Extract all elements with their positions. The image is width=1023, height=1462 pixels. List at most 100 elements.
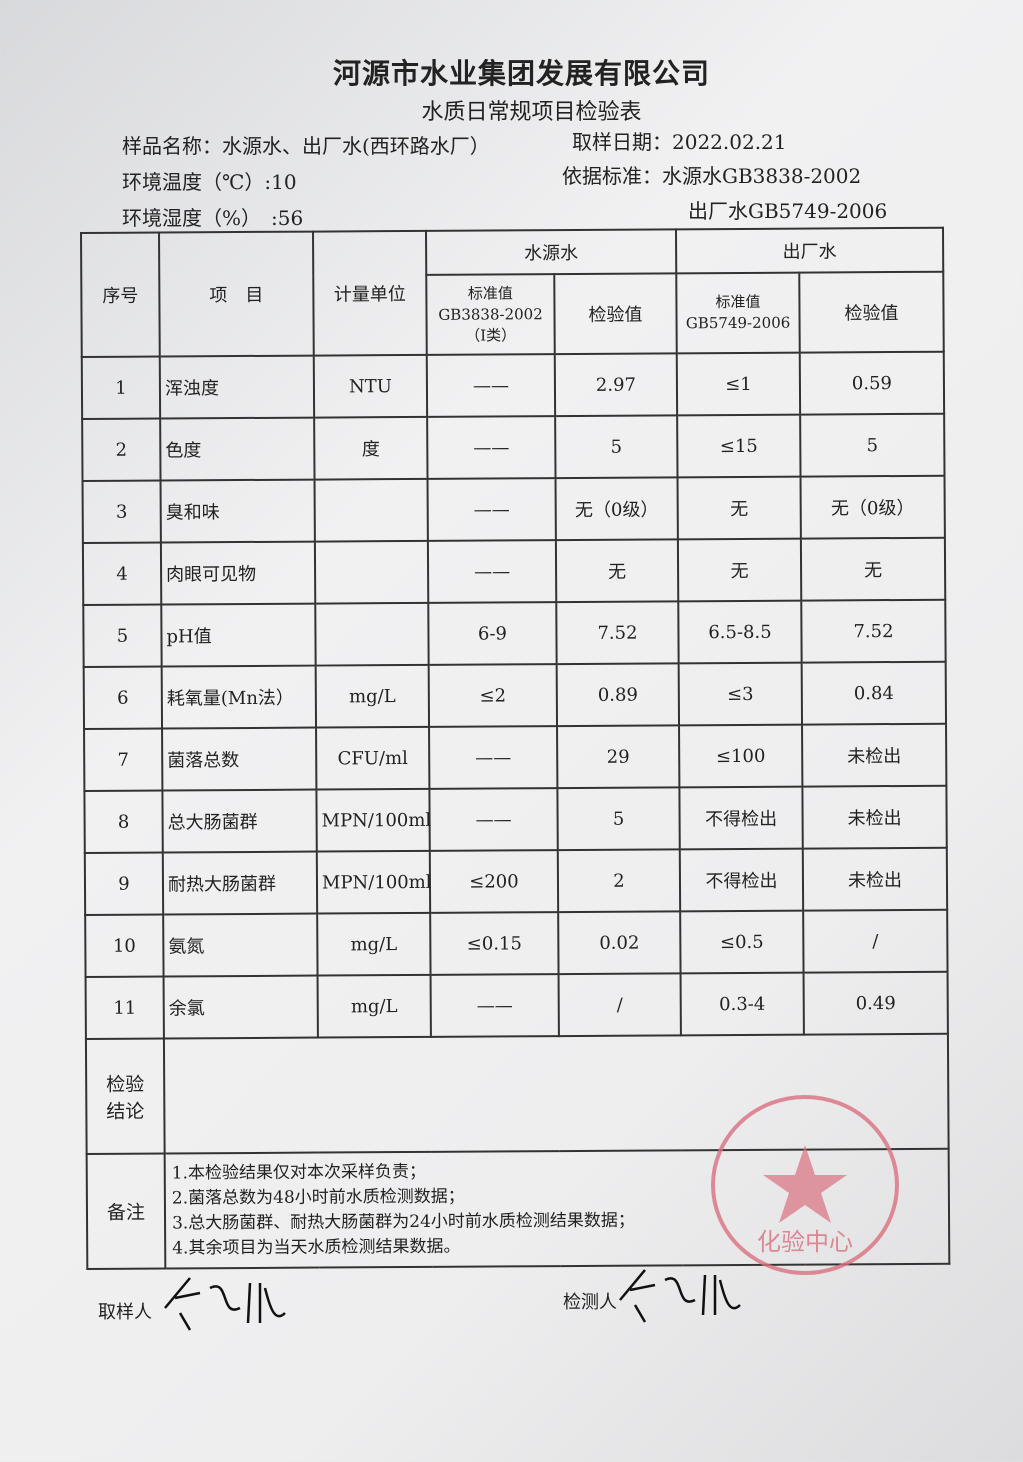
header-unit: 计量单位 [313,230,427,356]
cell-no: 6 [83,666,163,729]
cell-plant-std: 无 [677,476,801,540]
header-source-standard: 标准值 GB3838-2002 （Ⅰ类） [426,274,555,355]
official-seal: 化验中心 [711,1095,899,1275]
cell-unit [314,478,428,542]
cell-src-std: —— [427,478,556,541]
cell-src-std: —— [430,974,559,1037]
cell-src-std: —— [426,354,556,417]
company-name: 河源市水业集团发展有限公司 [332,57,710,90]
sampler-label: 取样人 [98,1302,152,1323]
cell-plant-val: 0.49 [803,971,948,1035]
cell-plant-val: / [803,909,948,973]
cell-src-std: —— [429,726,558,789]
table-row: 6 耗氧量(Mn法） mg/L ≤2 0.89 ≤3 0.84 [83,661,947,729]
cell-item: 色度 [160,417,315,481]
cell-src-std: ≤200 [429,850,559,913]
header-no: 序号 [81,232,160,357]
svg-text:化验中心: 化验中心 [757,1228,853,1256]
cell-unit: 度 [314,416,428,480]
cell-plant-val: 0.84 [801,661,947,725]
cell-plant-std: ≤3 [678,662,803,726]
cell-plant-val: 7.52 [801,599,946,663]
cell-item: pH值 [161,603,316,667]
header-plant-standard: 标准值 GB5749-2006 [676,272,800,354]
cell-plant-val: 未检出 [802,785,947,849]
table-row: 4 肉眼可见物 —— 无无无 [82,537,946,605]
cell-unit [315,602,429,666]
cell-plant-std: 无 [677,538,802,602]
cell-plant-std: 不得检出 [679,786,803,850]
cell-plant-std: 0.3-4 [680,972,804,1036]
table-row: 2 色度度 —— 5 ≤15 5 [82,413,945,481]
cell-no: 1 [81,356,161,419]
cell-unit [314,540,429,604]
cell-unit: MPN/100ml [316,788,431,852]
table-row: 1 浑浊度 NTU —— 2.97 ≤1 0.59 [81,351,945,419]
cell-no: 3 [82,480,161,543]
cell-plant-val: 0.59 [799,351,945,415]
humidity: 环境湿度（%） :56 [122,206,304,230]
cell-src-std: ≤0.15 [430,912,559,975]
cell-plant-std: ≤0.5 [680,910,804,974]
cell-plant-std: 6.5-8.5 [678,600,802,664]
cell-item: 耐热大肠菌群 [162,851,318,915]
cell-unit: CFU/ml [316,726,430,790]
cell-unit: MPN/100ml [316,850,432,914]
cell-no: 11 [85,976,164,1039]
cell-plant-std: 不得检出 [679,848,804,912]
header-plant-water: 出厂水 [675,227,944,274]
form-title: 水质日常规项目检验表 [421,100,642,125]
cell-item: 浑浊度 [159,355,315,419]
tester-label: 检测人 [563,1292,617,1313]
standard-source: 依据标准：水源水GB3838-2002 [562,164,862,188]
cell-plant-val: 5 [800,413,945,477]
table-row: 5 pH值 6-9 7.52 6.5-8.5 7.52 [83,599,946,667]
cell-src-val: 无 [555,539,679,603]
cell-plant-val: 无（0级） [800,475,945,539]
cell-src-val: 5 [555,415,678,479]
cell-no: 5 [83,604,162,667]
cell-item: 臭和味 [160,479,315,543]
conclusion-label: 检验 结论 [85,1038,165,1154]
sample-date: 取样日期：2022.02.21 [572,130,787,154]
cell-item: 肉眼可见物 [160,541,316,605]
cell-no: 9 [84,852,164,915]
cell-plant-std: ≤15 [677,414,801,478]
standard-plant: 出厂水GB5749-2006 [688,199,888,223]
cell-unit: mg/L [317,974,431,1038]
cell-src-val: 2.97 [554,353,678,417]
cell-no: 7 [84,728,163,791]
cell-unit: mg/L [317,912,431,976]
cell-src-val: 无（0级） [555,477,678,541]
cell-no: 10 [85,914,164,977]
cell-src-std: —— [427,416,556,479]
cell-src-std: —— [429,788,558,851]
cell-src-std: ≤2 [428,664,558,727]
cell-src-val: 0.02 [558,911,681,975]
cell-no: 4 [82,542,162,605]
cell-plant-val: 未检出 [802,847,948,911]
table-row: 3 臭和味 —— 无（0级）无无（0级） [82,475,945,543]
cell-plant-std: ≤100 [679,724,803,788]
header-item: 项 目 [159,231,314,357]
cell-no: 2 [82,418,161,481]
cell-item: 氨氮 [163,913,318,977]
table-row: 11 余氯 mg/L ——/0.3-4 0.49 [85,971,948,1039]
cell-item: 总大肠菌群 [162,789,317,853]
cell-unit: NTU [313,354,428,418]
cell-src-val: / [558,973,681,1037]
cell-unit: mg/L [315,664,430,728]
cell-src-std: —— [427,540,557,603]
cell-item: 菌落总数 [162,727,317,791]
table-row: 10 氨氮 mg/L ≤0.15 0.02 ≤0.5/ [85,909,948,977]
table-row: 8 总大肠菌群 MPN/100ml —— 5 不得检出 未检出 [84,785,947,853]
tester-signature [619,1269,741,1323]
cell-src-val: 2 [557,849,681,913]
header-source-water: 水源水 [425,229,677,275]
cell-plant-val: 无 [800,537,946,601]
cell-src-val: 0.89 [556,663,680,727]
header-source-value: 检验值 [554,273,677,355]
sampler-signature [164,1277,286,1331]
cell-src-val: 5 [557,787,680,851]
cell-src-val: 29 [557,725,680,789]
